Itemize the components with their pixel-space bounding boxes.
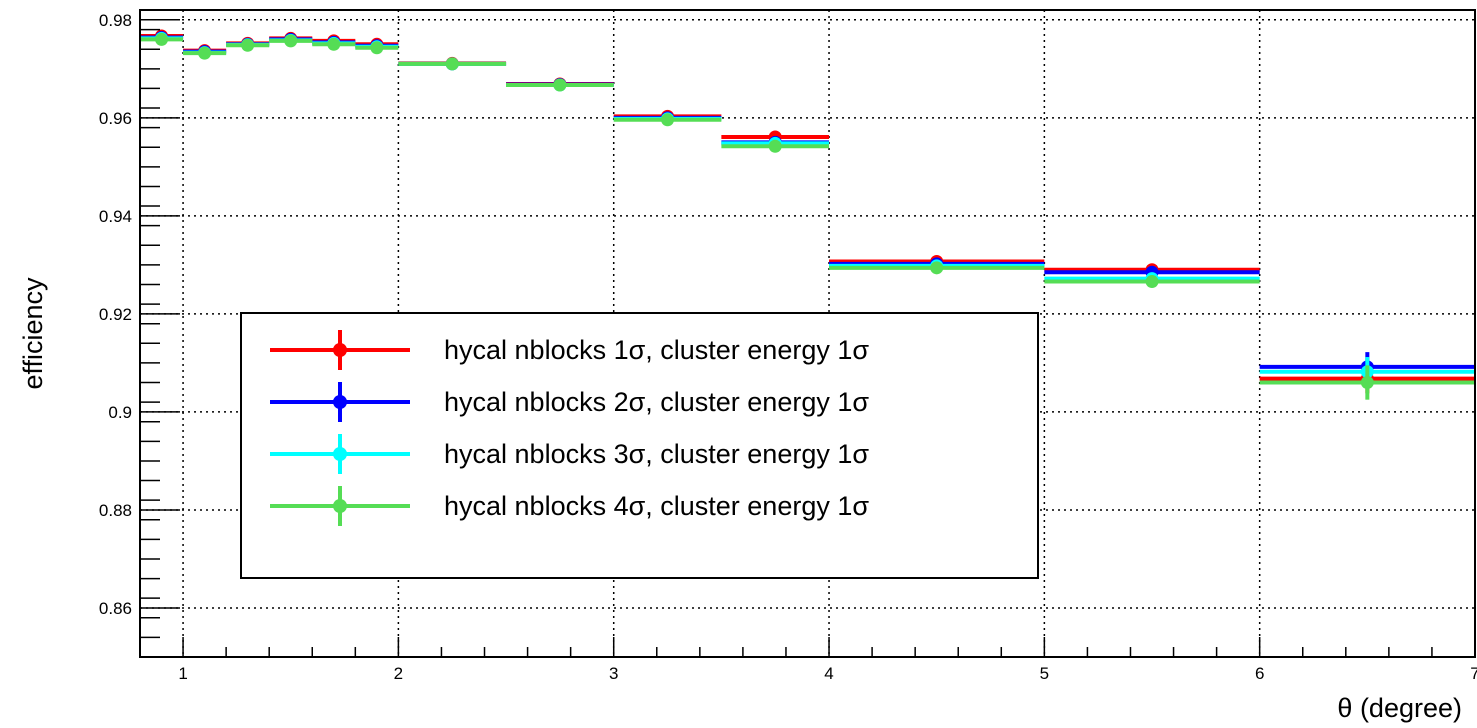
x-tick-label: 2 <box>394 664 403 683</box>
legend-marker <box>333 343 347 357</box>
legend-entries: hycal nblocks 1σ, cluster energy 1σ hycal… <box>270 330 869 526</box>
y-tick-label: 0.94 <box>99 207 132 226</box>
legend: hycal nblocks 1σ, cluster energy 1σ hycal… <box>240 312 1039 579</box>
x-tick-label: 1 <box>178 664 187 683</box>
data-point <box>155 32 169 46</box>
data-point <box>661 113 675 127</box>
x-tick-label: 4 <box>824 664 833 683</box>
axis-ticks: 1 2 3 4 5 6 7 0.86 0.88 0.9 0.92 0.94 0.96 0.98 <box>99 9 1477 683</box>
data-point <box>284 34 298 48</box>
x-tick-label: 5 <box>1040 664 1049 683</box>
y-axis-title: efficiency <box>18 277 48 390</box>
legend-box <box>240 312 1039 579</box>
legend-label: hycal nblocks 1σ, cluster energy 1σ <box>444 335 869 365</box>
x-tick-label: 3 <box>609 664 618 683</box>
x-tick-label: 7 <box>1470 664 1477 683</box>
legend-label: hycal nblocks 2σ, cluster energy 1σ <box>444 387 869 417</box>
data-point <box>1360 376 1374 390</box>
data-point <box>553 78 567 92</box>
x-tick-label: 6 <box>1255 664 1264 683</box>
y-tick-label: 0.98 <box>99 11 132 30</box>
legend-marker <box>333 447 347 461</box>
y-tick-label: 0.88 <box>99 501 132 520</box>
data-point <box>445 57 459 71</box>
data-point <box>241 38 255 52</box>
plot-frame <box>139 9 1476 658</box>
legend-label: hycal nblocks 3σ, cluster energy 1σ <box>444 439 869 469</box>
y-tick-label: 0.86 <box>99 599 132 618</box>
data-point <box>198 46 212 60</box>
y-tick-label: 0.9 <box>108 403 132 422</box>
data-point <box>768 139 782 153</box>
legend-label: hycal nblocks 4σ, cluster energy 1σ <box>444 491 869 521</box>
data-point <box>327 37 341 51</box>
legend-entry-3: hycal nblocks 3σ, cluster energy 1σ <box>270 434 869 474</box>
y-tick-label: 0.92 <box>99 305 132 324</box>
data-series <box>140 29 1475 400</box>
legend-entry-2: hycal nblocks 2σ, cluster energy 1σ <box>270 382 869 422</box>
legend-marker <box>333 395 347 409</box>
y-tick-label: 0.96 <box>99 109 132 128</box>
legend-entry-1: hycal nblocks 1σ, cluster energy 1σ <box>270 330 869 370</box>
series-4 <box>140 32 1475 400</box>
data-point <box>370 41 384 55</box>
data-point <box>1145 275 1159 289</box>
legend-marker <box>333 499 347 513</box>
data-point <box>930 261 944 275</box>
legend-entry-4: hycal nblocks 4σ, cluster energy 1σ <box>270 486 869 526</box>
x-axis-title: θ (degree) <box>1337 693 1462 723</box>
